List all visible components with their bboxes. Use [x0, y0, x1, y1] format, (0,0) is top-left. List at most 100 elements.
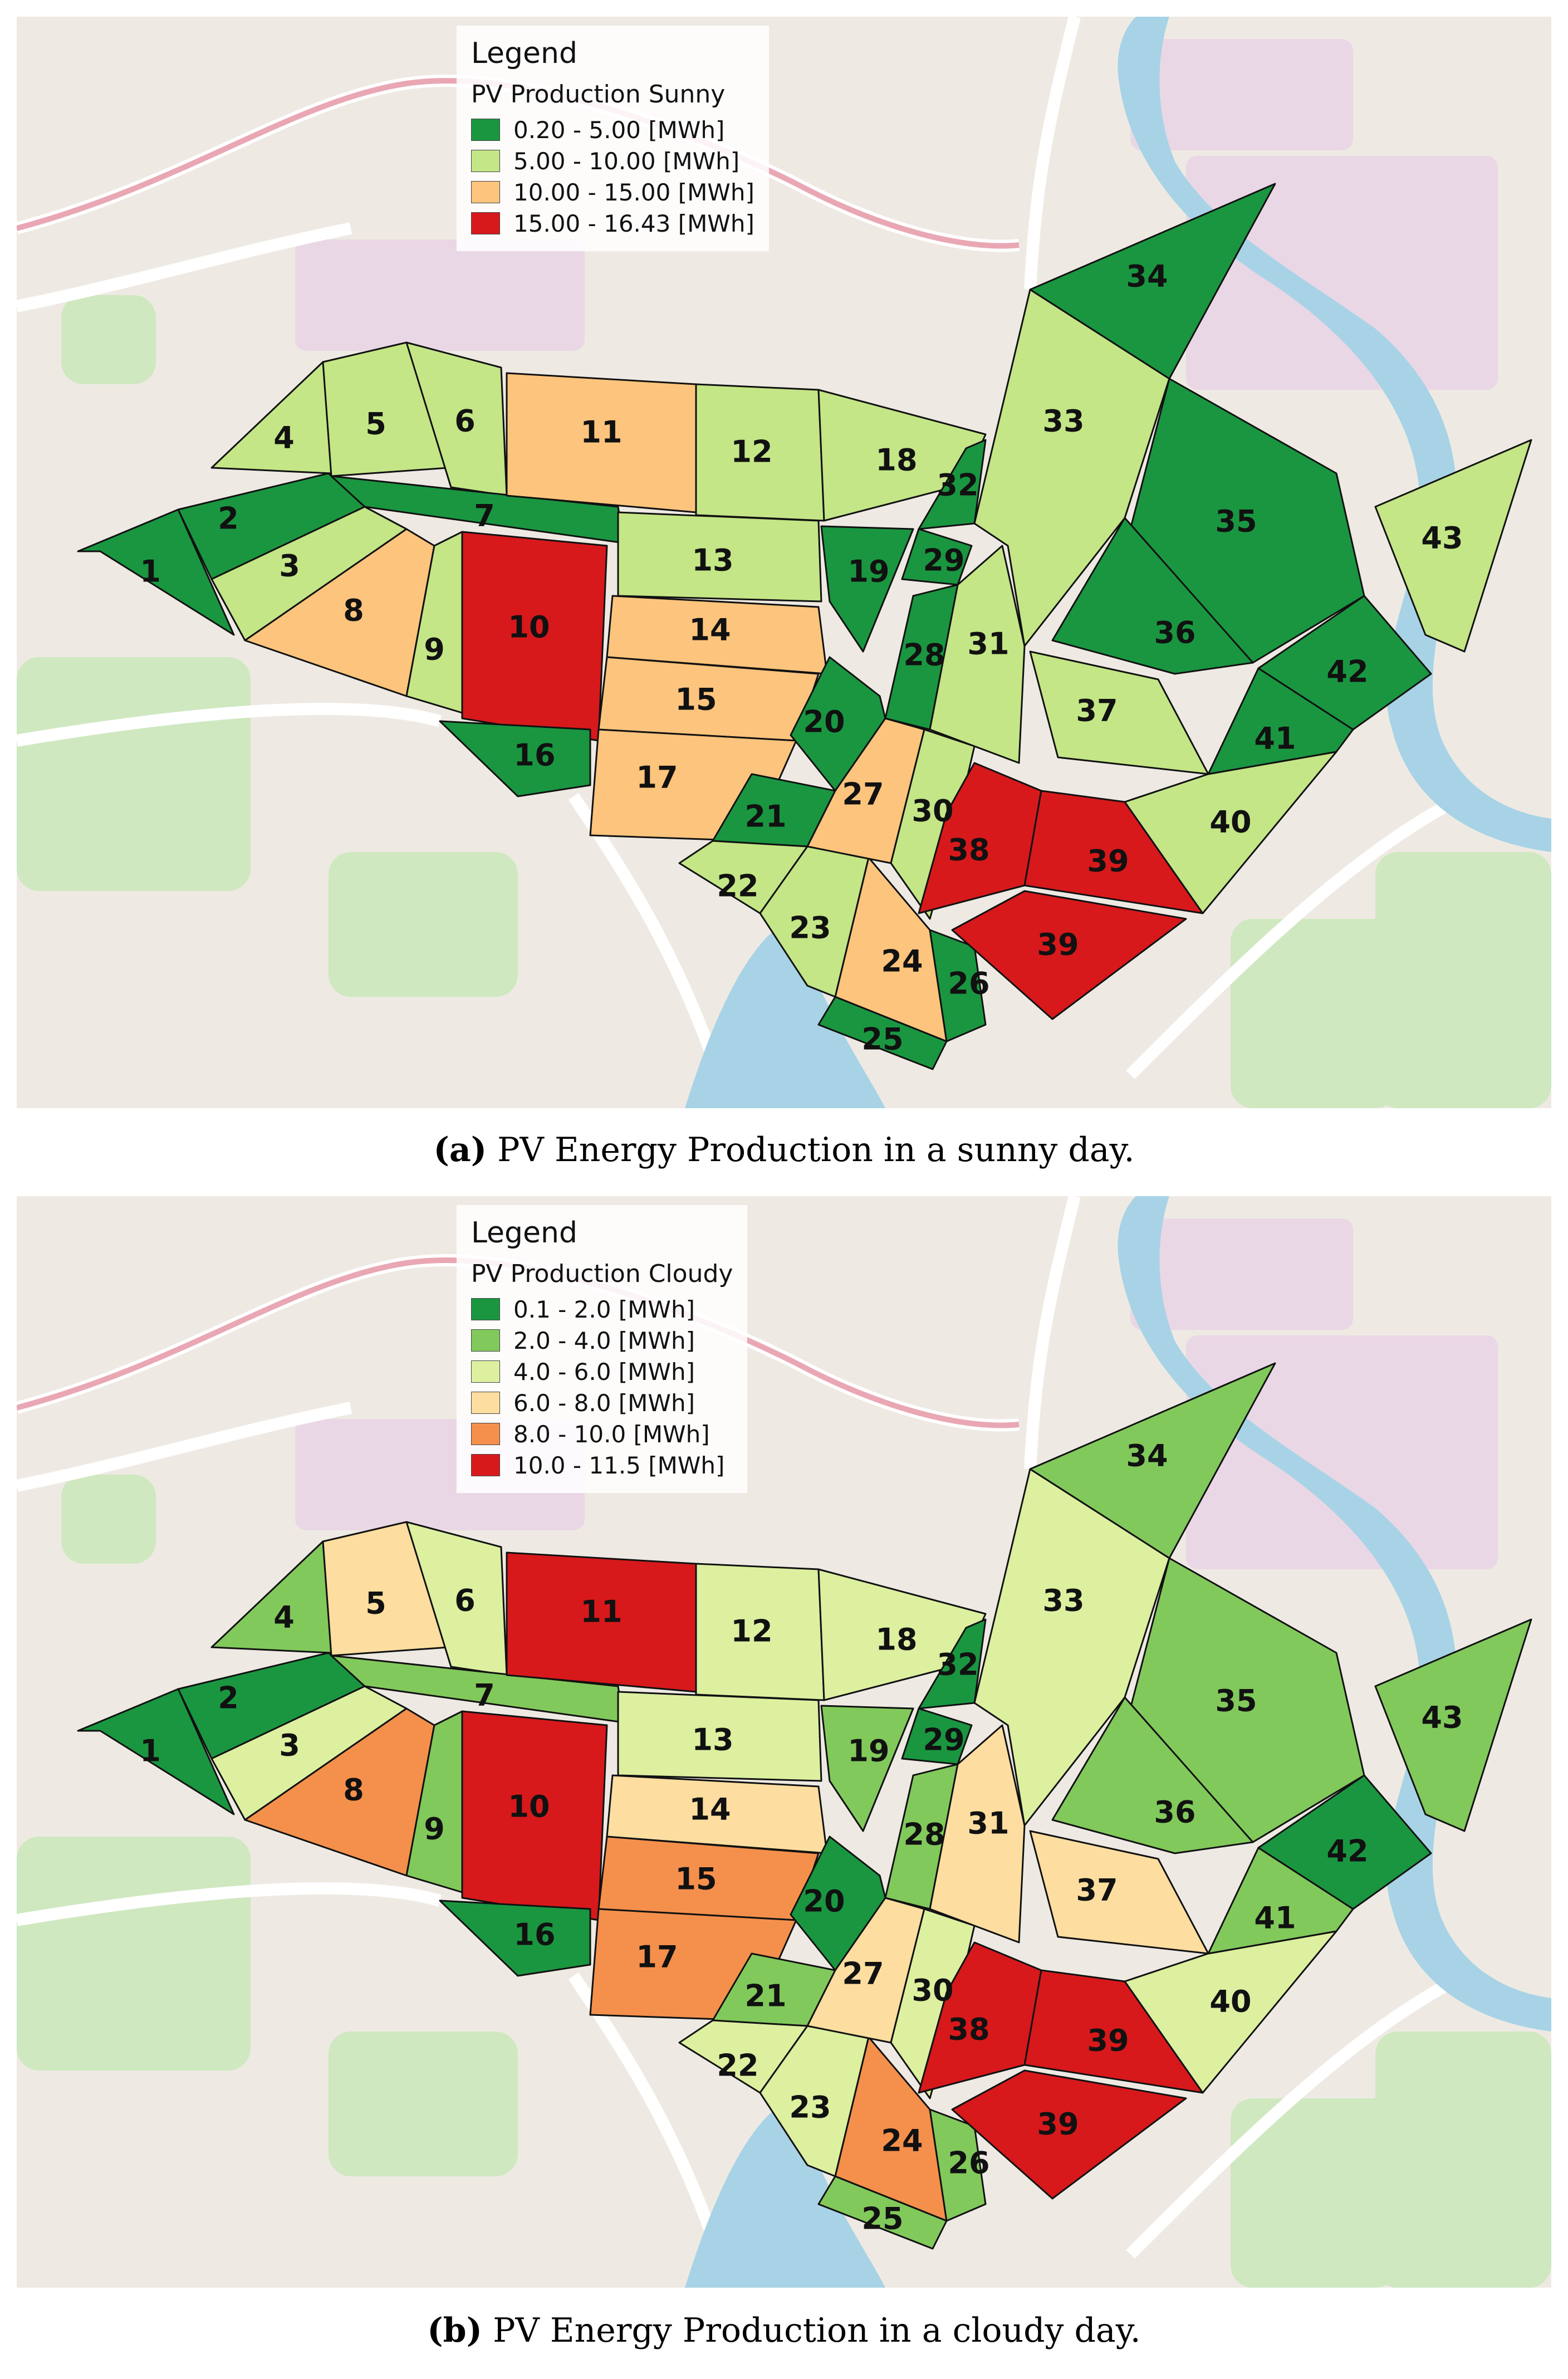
road: [17, 222, 352, 312]
zone-label-28: 28: [903, 638, 945, 673]
zone-label-12: 12: [731, 1614, 772, 1649]
zone-39b: [951, 2069, 1187, 2200]
zone-label-37: 37: [1076, 693, 1118, 728]
caption-text: PV Energy Production in a sunny day.: [487, 1130, 1135, 1169]
zone-label-36: 36: [1154, 1795, 1195, 1830]
zone-label-9: 9: [424, 1812, 445, 1847]
map-panel-cloudy: 1 2 3 4 5 6 7 8 9 10 11 12 13 14 15 16 17 18 19 20 21 22 23 24 2…: [17, 1196, 1551, 2288]
zones-layer: [77, 1362, 1532, 2250]
legend-item: 8.0 - 10.0 [MWh]: [471, 1418, 733, 1450]
zone-label-25: 25: [861, 2201, 903, 2236]
zone-label-5: 5: [365, 1586, 386, 1621]
zone-label-8: 8: [343, 593, 364, 628]
zone-label-16: 16: [513, 738, 555, 773]
zone-label-38: 38: [948, 833, 989, 868]
river: [685, 932, 885, 1108]
zone-43: [1374, 439, 1532, 653]
zone-label-2: 2: [218, 1681, 239, 1716]
zone-label-39b: 39: [1037, 2107, 1079, 2142]
legend-swatch: [471, 150, 500, 172]
zone-32: [918, 439, 987, 530]
legend-swatch: [471, 1360, 500, 1383]
zone-36: [1051, 1696, 1254, 1854]
zone-label-4: 4: [273, 420, 295, 456]
legend-swatch: [471, 1454, 500, 1476]
zone-label-41: 41: [1254, 1901, 1296, 1936]
zone-34: [1029, 183, 1276, 380]
zone-label-19: 19: [847, 554, 889, 589]
zone-label-20: 20: [803, 704, 845, 740]
zone-13: [617, 511, 822, 603]
park-area: [61, 295, 156, 384]
zone-label-34: 34: [1126, 1438, 1168, 1474]
zone-label-27: 27: [842, 1956, 884, 1991]
zone-label-15: 15: [675, 1862, 717, 1897]
legend-label: 10.00 - 15.00 [MWh]: [513, 178, 754, 206]
legend-swatch: [471, 1392, 500, 1414]
zone-label-33: 33: [1042, 1583, 1084, 1618]
legend-item: 2.0 - 4.0 [MWh]: [471, 1325, 733, 1356]
zone-label-21: 21: [744, 799, 786, 834]
industrial-area: [1186, 156, 1498, 390]
legend-label: 10.0 - 11.5 [MWh]: [513, 1451, 725, 1479]
zone-label-19: 19: [847, 1734, 889, 1769]
zone-34: [1029, 1362, 1276, 1559]
industrial-area: [1130, 1218, 1353, 1330]
park-area: [1231, 919, 1398, 1108]
zone-label-39a: 39: [1087, 2023, 1129, 2058]
zone-label-15: 15: [675, 682, 717, 717]
zone-label-39a: 39: [1087, 844, 1129, 879]
legend-label: 0.20 - 5.00 [MWh]: [513, 116, 725, 144]
legend-swatch: [471, 181, 500, 203]
zone-42: [1257, 595, 1432, 731]
caption-cloudy: (b) PV Energy Production in a cloudy day…: [0, 2311, 1568, 2350]
road: [17, 1882, 442, 1926]
legend-label: 15.00 - 16.43 [MWh]: [513, 209, 754, 237]
legend-label: 4.0 - 6.0 [MWh]: [513, 1358, 695, 1386]
zone-29: [901, 1707, 973, 1765]
zone-label-9: 9: [424, 632, 445, 667]
zone-label-31: 31: [967, 626, 1009, 662]
zone-label-39b: 39: [1037, 927, 1079, 962]
park-area: [61, 1475, 156, 1564]
zone-label-42: 42: [1326, 1834, 1368, 1869]
zone-label-34: 34: [1126, 259, 1168, 294]
zone-label-6: 6: [454, 1583, 476, 1618]
zone-20: [790, 1835, 886, 1971]
zone-label-14: 14: [689, 613, 731, 648]
zone-label-22: 22: [717, 869, 758, 904]
zone-label-11: 11: [580, 1594, 622, 1629]
legend-item: 10.0 - 11.5 [MWh]: [471, 1450, 733, 1481]
legend-label: 2.0 - 4.0 [MWh]: [513, 1326, 695, 1354]
zone-label-3: 3: [279, 1728, 300, 1763]
zone-label-42: 42: [1326, 654, 1368, 689]
zone-label-24: 24: [881, 2123, 923, 2158]
zone-32: [918, 1618, 987, 1710]
legend-label: 8.0 - 10.0 [MWh]: [513, 1420, 710, 1448]
zone-label-30: 30: [912, 794, 953, 829]
legend-swatch: [471, 1423, 500, 1445]
zone-label-11: 11: [580, 415, 622, 450]
zone-label-32: 32: [937, 468, 978, 503]
zone-label-7: 7: [474, 498, 495, 533]
legend-title: Legend: [471, 1216, 578, 1250]
legend-item: 4.0 - 6.0 [MWh]: [471, 1356, 733, 1387]
zone-label-28: 28: [903, 1817, 945, 1852]
zone-label-26: 26: [948, 2146, 989, 2181]
road: [1126, 791, 1467, 1079]
legend-item: 5.00 - 10.00 [MWh]: [471, 145, 754, 177]
zone-label-29: 29: [923, 1722, 964, 1758]
road: [17, 702, 442, 747]
legend-label: 6.0 - 8.0 [MWh]: [513, 1389, 695, 1417]
zone-label-3: 3: [279, 549, 300, 584]
legend-item: 15.00 - 16.43 [MWh]: [471, 208, 754, 239]
park-area: [329, 2032, 518, 2176]
zone-label-13: 13: [692, 1722, 733, 1758]
zone-29: [901, 528, 973, 586]
zones-layer: [77, 183, 1532, 1070]
zone-label-22: 22: [717, 2048, 758, 2083]
zone-43: [1374, 1618, 1532, 1832]
industrial-area: [1186, 1335, 1498, 1569]
zone-label-23: 23: [789, 911, 831, 946]
